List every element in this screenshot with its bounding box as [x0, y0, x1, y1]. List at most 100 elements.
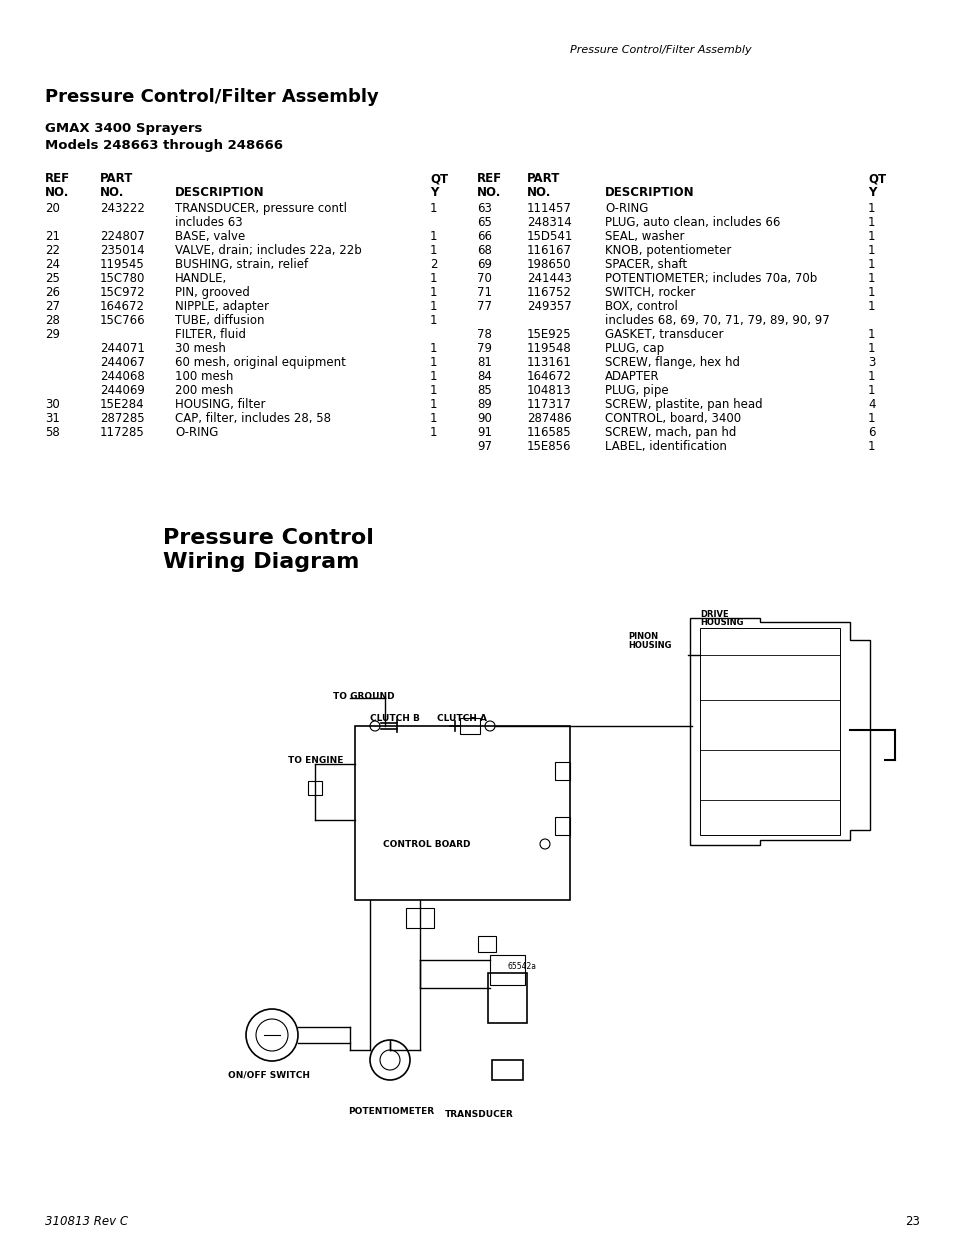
Text: O-RING: O-RING: [174, 426, 218, 438]
Text: 1: 1: [430, 356, 437, 369]
Text: 244071: 244071: [100, 342, 145, 354]
Text: 15E925: 15E925: [526, 329, 571, 341]
Text: 15C766: 15C766: [100, 314, 146, 327]
Text: 111457: 111457: [526, 203, 571, 215]
Bar: [492, 1060, 522, 1079]
Text: 60 mesh, original equipment: 60 mesh, original equipment: [174, 356, 346, 369]
Text: 15C972: 15C972: [100, 287, 146, 299]
Text: 78: 78: [476, 329, 492, 341]
Text: TO GROUND: TO GROUND: [333, 692, 395, 701]
Text: 1: 1: [430, 245, 437, 257]
Text: 1: 1: [867, 300, 875, 312]
Text: 200 mesh: 200 mesh: [174, 384, 233, 396]
Text: HOUSING: HOUSING: [700, 618, 742, 627]
Bar: [488, 973, 526, 1023]
Text: HOUSING: HOUSING: [627, 641, 671, 650]
Text: 15C780: 15C780: [100, 272, 145, 285]
Text: 28: 28: [45, 314, 60, 327]
Text: 21: 21: [45, 230, 60, 243]
Text: TRANSDUCER: TRANSDUCER: [444, 1110, 514, 1119]
Text: Pressure Control/Filter Assembly: Pressure Control/Filter Assembly: [569, 44, 751, 56]
Text: 249357: 249357: [526, 300, 571, 312]
Text: 116585: 116585: [526, 426, 571, 438]
Text: Y: Y: [430, 186, 438, 199]
Text: 287486: 287486: [526, 412, 571, 425]
Text: 63: 63: [476, 203, 492, 215]
Text: 104813: 104813: [526, 384, 571, 396]
Text: 1: 1: [430, 203, 437, 215]
Text: 90: 90: [476, 412, 492, 425]
Text: 1: 1: [430, 370, 437, 383]
Text: 310813 Rev C: 310813 Rev C: [45, 1215, 128, 1228]
Text: 113161: 113161: [526, 356, 571, 369]
Text: 117285: 117285: [100, 426, 145, 438]
Text: PIN, grooved: PIN, grooved: [174, 287, 250, 299]
Text: includes 68, 69, 70, 71, 79, 89, 90, 97: includes 68, 69, 70, 71, 79, 89, 90, 97: [604, 314, 829, 327]
Text: NIPPLE, adapter: NIPPLE, adapter: [174, 300, 269, 312]
Text: 1: 1: [867, 203, 875, 215]
Text: 235014: 235014: [100, 245, 145, 257]
Text: CLUTCH A: CLUTCH A: [436, 714, 486, 722]
Text: BOX, control: BOX, control: [604, 300, 678, 312]
Text: SCREW, mach, pan hd: SCREW, mach, pan hd: [604, 426, 736, 438]
Text: Wiring Diagram: Wiring Diagram: [163, 552, 359, 572]
Text: 81: 81: [476, 356, 492, 369]
Text: 1: 1: [867, 230, 875, 243]
Text: O-RING: O-RING: [604, 203, 648, 215]
Text: 97: 97: [476, 440, 492, 453]
Text: BASE, valve: BASE, valve: [174, 230, 245, 243]
Text: NO.: NO.: [476, 186, 501, 199]
Text: REF: REF: [476, 172, 501, 185]
Text: 89: 89: [476, 398, 492, 411]
Text: 1: 1: [430, 300, 437, 312]
Text: SCREW, plastite, pan head: SCREW, plastite, pan head: [604, 398, 761, 411]
Text: PLUG, pipe: PLUG, pipe: [604, 384, 668, 396]
Text: 22: 22: [45, 245, 60, 257]
Text: LABEL, identification: LABEL, identification: [604, 440, 726, 453]
Text: 30: 30: [45, 398, 60, 411]
Text: 117317: 117317: [526, 398, 571, 411]
Text: NO.: NO.: [45, 186, 70, 199]
Text: SWITCH, rocker: SWITCH, rocker: [604, 287, 695, 299]
Text: 91: 91: [476, 426, 492, 438]
Text: 79: 79: [476, 342, 492, 354]
Text: TO ENGINE: TO ENGINE: [288, 756, 343, 764]
Text: 1: 1: [430, 272, 437, 285]
Text: NO.: NO.: [526, 186, 551, 199]
Text: 15E284: 15E284: [100, 398, 145, 411]
Text: includes 63: includes 63: [174, 216, 242, 228]
Text: 241443: 241443: [526, 272, 571, 285]
Text: GASKET, transducer: GASKET, transducer: [604, 329, 722, 341]
Text: 31: 31: [45, 412, 60, 425]
Text: PLUG, cap: PLUG, cap: [604, 342, 663, 354]
Bar: [308, 781, 322, 795]
Text: 1: 1: [430, 287, 437, 299]
Text: GMAX 3400 Sprayers: GMAX 3400 Sprayers: [45, 122, 202, 135]
Bar: [490, 955, 524, 986]
Text: PART: PART: [100, 172, 133, 185]
Text: 116752: 116752: [526, 287, 571, 299]
Text: DRIVE: DRIVE: [700, 610, 728, 619]
Text: 100 mesh: 100 mesh: [174, 370, 233, 383]
Text: SEAL, washer: SEAL, washer: [604, 230, 684, 243]
Text: 85: 85: [476, 384, 491, 396]
Text: 1: 1: [430, 426, 437, 438]
Text: 1: 1: [867, 370, 875, 383]
Text: 27: 27: [45, 300, 60, 312]
Text: 24: 24: [45, 258, 60, 270]
Text: 71: 71: [476, 287, 492, 299]
Text: 15E856: 15E856: [526, 440, 571, 453]
Text: 224807: 224807: [100, 230, 145, 243]
Text: 1: 1: [867, 412, 875, 425]
Text: 1: 1: [867, 287, 875, 299]
Bar: [555, 818, 569, 835]
Text: TUBE, diffusion: TUBE, diffusion: [174, 314, 264, 327]
Text: KNOB, potentiometer: KNOB, potentiometer: [604, 245, 731, 257]
Text: 1: 1: [867, 329, 875, 341]
Text: 15D541: 15D541: [526, 230, 573, 243]
Text: SPACER, shaft: SPACER, shaft: [604, 258, 686, 270]
Text: 1: 1: [867, 384, 875, 396]
Text: 1: 1: [430, 398, 437, 411]
Bar: [555, 762, 569, 781]
Text: 65542a: 65542a: [507, 962, 537, 971]
